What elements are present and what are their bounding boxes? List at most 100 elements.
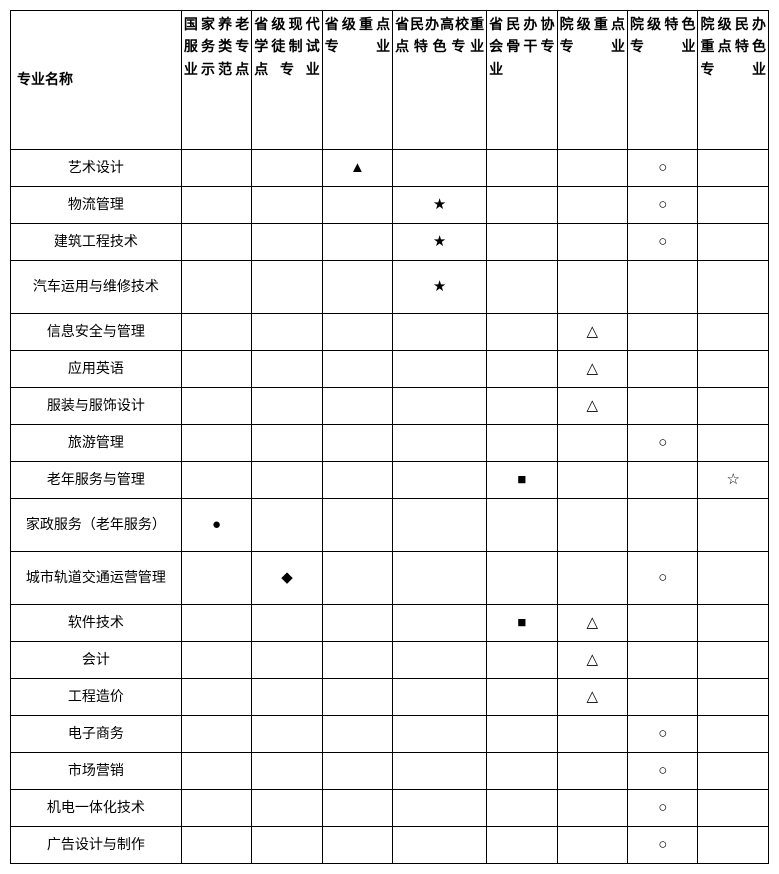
col-header-2: 省级现代学徒制试点专业 — [252, 11, 322, 150]
cell — [322, 679, 392, 716]
cell — [487, 150, 557, 187]
cell — [698, 224, 769, 261]
marker-symbol: ★ — [433, 234, 446, 250]
cell — [628, 642, 698, 679]
cell — [557, 150, 627, 187]
cell — [181, 552, 251, 605]
row-name: 信息安全与管理 — [11, 314, 182, 351]
cell — [487, 351, 557, 388]
cell — [487, 716, 557, 753]
cell — [252, 790, 322, 827]
marker-symbol: ○ — [658, 726, 667, 742]
marker-symbol: ★ — [433, 279, 446, 295]
cell — [322, 499, 392, 552]
cell — [181, 388, 251, 425]
cell — [252, 150, 322, 187]
cell — [322, 388, 392, 425]
cell — [557, 224, 627, 261]
cell — [487, 224, 557, 261]
table-row: 物流管理★○ — [11, 187, 769, 224]
cell — [322, 351, 392, 388]
table-row: 工程造价 △ — [11, 679, 769, 716]
cell: ○ — [628, 425, 698, 462]
col-header-1: 国家养老服务类专业示范点 — [181, 11, 251, 150]
cell — [322, 605, 392, 642]
cell — [181, 753, 251, 790]
table-row: 市场营销○ — [11, 753, 769, 790]
cell — [557, 790, 627, 827]
cell — [487, 827, 557, 864]
table-row: 老年服务与管理■☆ — [11, 462, 769, 499]
cell: ○ — [628, 716, 698, 753]
cell — [181, 224, 251, 261]
cell — [322, 314, 392, 351]
cell: ○ — [628, 790, 698, 827]
cell — [322, 642, 392, 679]
cell — [322, 552, 392, 605]
cell — [393, 150, 487, 187]
table-row: 广告设计与制作○ — [11, 827, 769, 864]
row-name: 会计 — [11, 642, 182, 679]
cell — [698, 351, 769, 388]
cell — [252, 642, 322, 679]
cell — [181, 827, 251, 864]
cell — [393, 827, 487, 864]
table-row: 汽车运用与维修技术★ — [11, 261, 769, 314]
marker-symbol: △ — [587, 361, 599, 377]
cell — [628, 462, 698, 499]
cell — [252, 261, 322, 314]
majors-table: 专业名称 国家养老服务类专业示范点 省级现代学徒制试点专业 省级重点专业 省民办… — [10, 10, 769, 864]
cell — [698, 314, 769, 351]
cell — [252, 224, 322, 261]
cell — [181, 462, 251, 499]
cell — [698, 499, 769, 552]
cell — [322, 716, 392, 753]
cell: ○ — [628, 224, 698, 261]
marker-symbol: ● — [212, 517, 221, 533]
cell — [393, 605, 487, 642]
cell — [487, 261, 557, 314]
cell: △ — [557, 314, 627, 351]
cell — [698, 753, 769, 790]
row-name: 应用英语 — [11, 351, 182, 388]
marker-symbol: ○ — [658, 435, 667, 451]
cell — [252, 425, 322, 462]
cell — [252, 187, 322, 224]
cell — [181, 150, 251, 187]
cell — [181, 679, 251, 716]
cell — [487, 314, 557, 351]
marker-symbol: ◆ — [281, 570, 293, 586]
table-row: 信息安全与管理 △ — [11, 314, 769, 351]
cell: △ — [557, 642, 627, 679]
marker-symbol: ○ — [658, 197, 667, 213]
cell — [628, 499, 698, 552]
cell — [487, 187, 557, 224]
col-header-6: 院级重点专业 — [557, 11, 627, 150]
cell: ★ — [393, 224, 487, 261]
cell: ○ — [628, 150, 698, 187]
marker-symbol: ★ — [433, 197, 446, 213]
cell — [628, 261, 698, 314]
marker-symbol: ○ — [658, 800, 667, 816]
cell — [393, 351, 487, 388]
row-name: 工程造价 — [11, 679, 182, 716]
cell — [698, 425, 769, 462]
table-row: 电子商务○ — [11, 716, 769, 753]
cell: ● — [181, 499, 251, 552]
cell — [698, 605, 769, 642]
cell — [628, 679, 698, 716]
cell — [252, 827, 322, 864]
cell — [393, 552, 487, 605]
marker-symbol: △ — [587, 615, 599, 631]
cell — [393, 642, 487, 679]
marker-symbol: △ — [587, 398, 599, 414]
cell — [181, 716, 251, 753]
marker-symbol: △ — [587, 689, 599, 705]
row-name: 旅游管理 — [11, 425, 182, 462]
cell — [628, 388, 698, 425]
marker-symbol: ■ — [517, 615, 526, 631]
marker-symbol: △ — [587, 652, 599, 668]
cell — [252, 351, 322, 388]
row-name: 服装与服饰设计 — [11, 388, 182, 425]
row-name: 城市轨道交通运营管理 — [11, 552, 182, 605]
